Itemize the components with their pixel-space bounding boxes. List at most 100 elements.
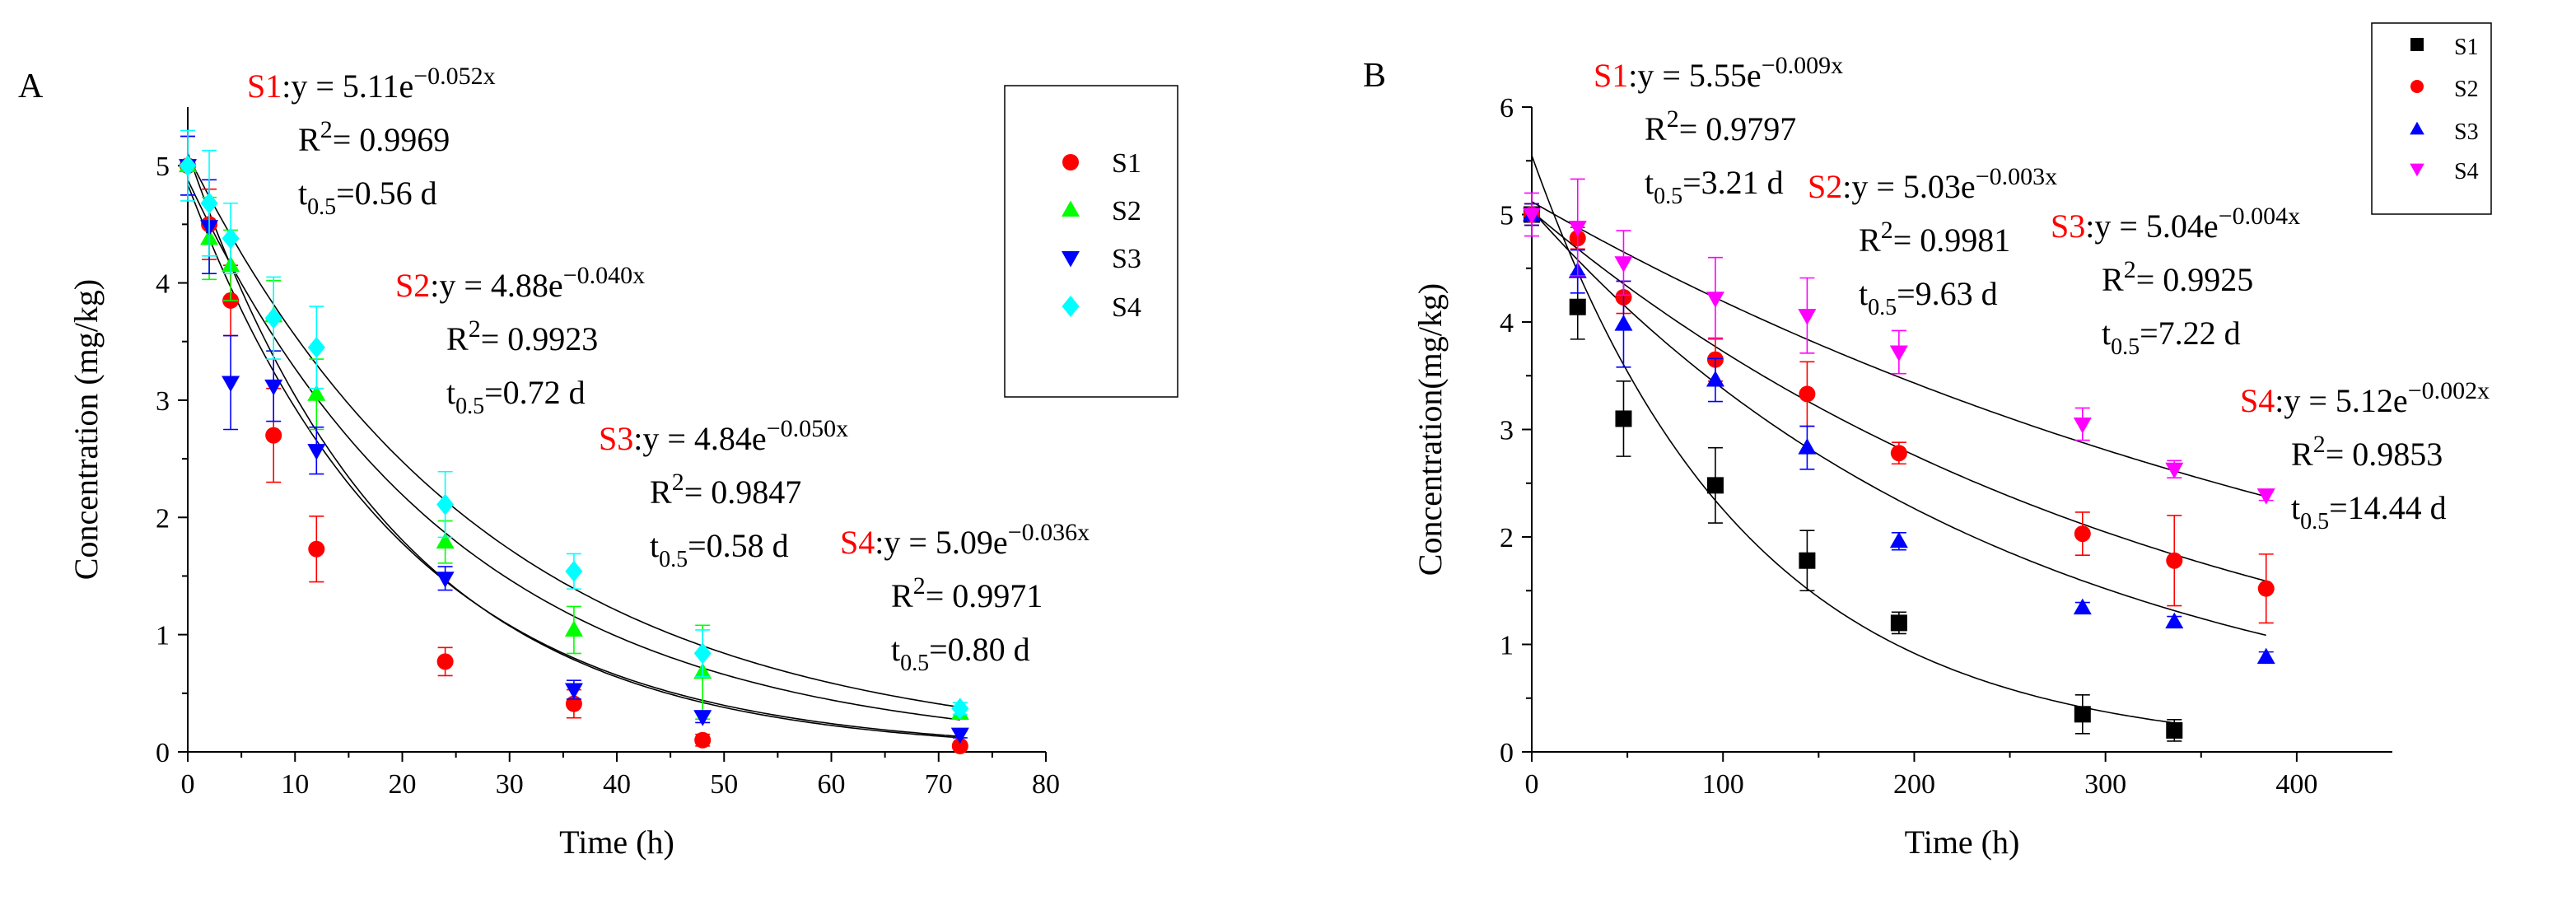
y-tick-label: 4 [156,269,170,300]
fit-curve-s4 [1531,201,2266,497]
data-point [308,540,325,558]
data-point [693,642,712,665]
x-tick-label: 200 [1893,769,1935,800]
legend-label-s2: S2 [1112,196,1141,226]
series-s3 [1523,203,2275,665]
y-tick-label: 1 [156,621,170,651]
data-point [2073,417,2092,434]
data-point [2256,647,2275,665]
half-life-line: t0.5=3.21 d [1645,164,1784,209]
data-point [1889,531,1908,548]
data-point [950,727,969,744]
equation-line: S3:y = 4.84e−0.050x [599,415,848,457]
legend-marker-s3 [2410,121,2424,135]
fit-curve-s1 [1531,155,2175,724]
data-point [1799,385,1816,403]
data-point [2166,721,2183,739]
data-point [307,385,326,401]
r-squared-line: R2= 0.9925 [2102,256,2253,298]
x-tick-label: 40 [603,769,631,800]
r-squared-line: R2= 0.9971 [891,572,1043,614]
y-tick-label: 3 [1500,416,1514,446]
data-point [436,653,454,670]
data-point [1615,410,1632,427]
fit-curve-s3 [1531,209,2266,637]
data-point [1799,552,1816,569]
legend-marker-s1 [2410,38,2424,51]
equation-s1: S1:y = 5.55e−0.009x R2= 0.9797 t0.5=3.21 d [1594,52,1843,209]
equation-s1: S1:y = 5.11e−0.052x R2= 0.9969 t0.5=0.56 d [247,63,496,220]
legend-label-s1: S1 [2454,35,2479,60]
y-tick-label: 1 [1500,631,1514,661]
legend-box [1004,85,1178,398]
legend-label-s4: S4 [2454,159,2479,184]
legend-marker-s4 [1062,296,1080,317]
half-life-line: t0.5=9.63 d [1859,275,1998,320]
data-point [2073,598,2092,615]
y-tick-label: 2 [1500,523,1514,553]
data-point [2074,525,2091,543]
data-point [2257,580,2275,597]
equation-line: S3:y = 5.04e−0.004x [2051,203,2300,245]
data-point [222,227,240,250]
legend-marker-s1 [1062,154,1079,170]
x-axis-label: Time (h) [1905,824,2020,861]
series-s1 [1524,203,2183,742]
data-point [951,698,969,720]
data-point [2165,462,2184,479]
x-tick-label: 70 [925,769,953,800]
equation-s3: S3:y = 4.84e−0.050x R2= 0.9847 t0.5=0.58 d [599,415,848,572]
data-point [2074,706,2091,723]
data-point [1798,438,1817,455]
panel-letter: A [18,68,44,105]
legend-label-s4: S4 [1112,292,1141,323]
equation-s2: S2:y = 4.88e−0.040x R2= 0.9923 t0.5=0.72 d [395,262,645,419]
legend-box [2371,22,2492,215]
half-life-line: t0.5=0.58 d [650,527,789,572]
series-s4 [1523,178,2275,505]
legend-marker-s2 [2410,80,2424,93]
x-tick-label: 60 [818,769,846,800]
r-squared-line: R2= 0.9923 [446,315,598,357]
equation-line: S4:y = 5.09e−0.036x [840,519,1090,561]
data-point [2165,612,2184,629]
y-tick-label: 0 [156,738,170,768]
x-tick-label: 50 [710,769,738,800]
x-tick-label: 0 [181,769,195,800]
data-point [436,493,455,516]
data-point [1614,256,1633,273]
data-point [1890,614,1907,632]
legend-marker-s2 [1062,200,1080,217]
chart-panel-a: A 0 10 20 30 40 50 60 70 80 0 1 2 3 4 5 Time (h) Concentr… [18,63,1178,861]
y-tick-label: 4 [1500,308,1514,338]
legend: S1 S2 S3 S4 [2371,22,2492,215]
data-point [1890,445,1907,462]
r-squared-line: R2= 0.9981 [1859,217,2010,259]
half-life-line: t0.5=7.22 d [2102,315,2241,360]
data-point [436,572,455,588]
r-squared-line: R2= 0.9797 [1645,105,1796,147]
y-tick-label: 0 [1500,738,1514,768]
equation-s4: S4:y = 5.12e−0.002x R2= 0.9853 t0.5=14.44 … [2240,377,2490,534]
data-point [200,192,218,214]
data-point [264,379,283,396]
legend-label-s2: S2 [2454,77,2479,102]
data-point [951,737,968,754]
equation-s2: S2:y = 5.03e−0.003x R2= 0.9981 t0.5=9.63 d [1808,163,2057,320]
x-tick-label: 20 [389,769,417,800]
series-s1 [180,135,968,754]
data-point [436,532,455,549]
equation-s4: S4:y = 5.09e−0.036x R2= 0.9971 t0.5=0.80 d [840,519,1090,676]
equation-line: S1:y = 5.11e−0.052x [247,63,496,105]
data-point [179,155,197,177]
series-s2 [179,135,969,721]
y-tick-label: 5 [156,152,170,182]
data-point [1798,309,1817,325]
data-point [564,683,583,700]
half-life-line: t0.5=14.44 d [2291,489,2447,534]
data-point [222,376,240,393]
data-point [2256,488,2275,505]
x-axis-label: Time (h) [559,824,674,861]
half-life-line: t0.5=0.80 d [891,631,1030,676]
